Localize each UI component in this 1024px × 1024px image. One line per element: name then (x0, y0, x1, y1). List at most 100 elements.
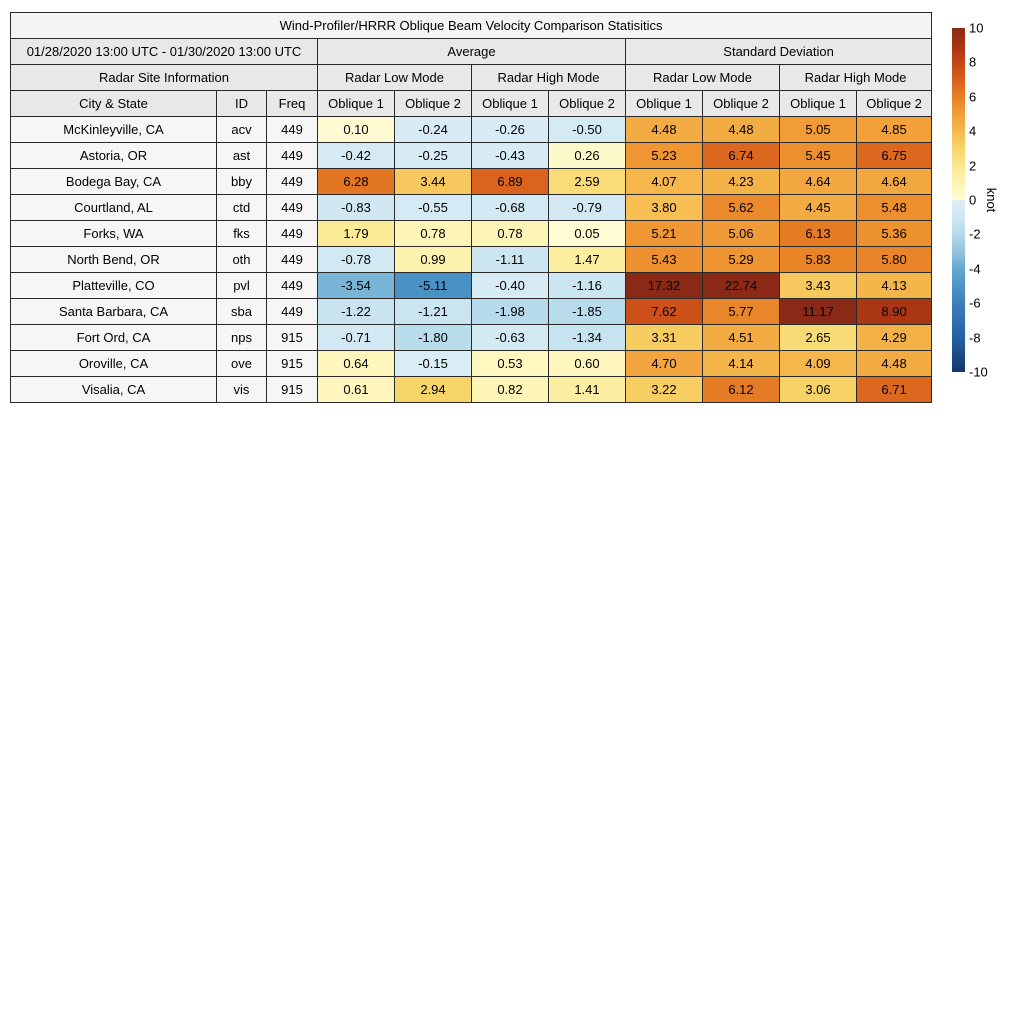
city-cell: Astoria, OR (10, 142, 217, 169)
value-cell: 1.79 (317, 220, 395, 247)
city-cell: McKinleyville, CA (10, 116, 217, 143)
value-cell: 11.17 (779, 298, 857, 325)
value-cell: 5.83 (779, 246, 857, 273)
value-cell: 5.77 (702, 298, 780, 325)
value-cell: 4.23 (702, 168, 780, 195)
value-cell: -1.34 (548, 324, 626, 351)
colorbar-unit-label: knot (984, 187, 999, 213)
value-cell: 6.13 (779, 220, 857, 247)
value-cell: 5.62 (702, 194, 780, 221)
value-cell: -0.63 (471, 324, 549, 351)
value-cell: 3.44 (394, 168, 472, 195)
value-cell: 4.14 (702, 350, 780, 377)
id-cell: oth (216, 246, 267, 273)
value-cell: 3.31 (625, 324, 703, 351)
colorbar-tick-label: 10 (969, 20, 984, 36)
city-cell: Courtland, AL (10, 194, 217, 221)
value-cell: 0.53 (471, 350, 549, 377)
value-cell: 5.29 (702, 246, 780, 273)
value-cell: 4.29 (855, 324, 933, 351)
id-cell: sba (216, 298, 267, 325)
value-cell: -0.15 (394, 350, 472, 377)
value-cell: 8.90 (855, 298, 933, 325)
value-cell: 0.26 (548, 142, 626, 169)
freq-cell: 449 (266, 272, 318, 299)
oblique-header: Oblique 1 (779, 90, 857, 117)
value-cell: 4.85 (855, 116, 933, 143)
value-cell: 4.48 (855, 350, 933, 377)
value-cell: 0.61 (317, 376, 395, 403)
colorbar-tick-label: -4 (969, 261, 981, 277)
table-row: Forks, WA fks 449 1.79 0.78 0.78 0.05 5.21 5.06 6… (10, 220, 933, 247)
colorbar-tick-label: 2 (969, 158, 977, 174)
value-cell: 5.06 (702, 220, 780, 247)
value-cell: 7.62 (625, 298, 703, 325)
table-row: McKinleyville, CA acv 449 0.10 -0.24 -0.26 -0.… (10, 116, 933, 143)
std-high-mode-label: Radar High Mode (778, 64, 933, 91)
avg-low-mode-label: Radar Low Mode (317, 64, 472, 91)
freq-cell: 449 (266, 168, 318, 195)
value-cell: -0.68 (471, 194, 549, 221)
value-cell: 6.75 (855, 142, 933, 169)
colorbar-tick-label: -6 (969, 295, 981, 311)
value-cell: -0.50 (548, 116, 626, 143)
value-cell: 0.05 (548, 220, 626, 247)
group-header-row: 01/28/2020 13:00 UTC - 01/30/2020 13:00 … (10, 38, 933, 65)
city-cell: Santa Barbara, CA (10, 298, 217, 325)
column-header-row: City & State ID Freq Oblique 1 Oblique 2… (10, 90, 933, 117)
value-cell: -0.42 (317, 142, 395, 169)
colorbar-tick-label: -8 (969, 330, 981, 346)
id-cell: nps (216, 324, 267, 351)
id-cell: acv (216, 116, 267, 143)
table-row: Santa Barbara, CA sba 449 -1.22 -1.21 -1.98 -1… (10, 298, 933, 325)
oblique-header: Oblique 2 (855, 90, 933, 117)
freq-cell: 915 (266, 324, 318, 351)
city-cell: Forks, WA (10, 220, 217, 247)
value-cell: -0.71 (317, 324, 395, 351)
freq-cell: 449 (266, 142, 318, 169)
stddev-group-label: Standard Deviation (624, 38, 933, 65)
value-cell: 0.99 (394, 246, 472, 273)
value-cell: 6.71 (855, 376, 933, 403)
id-cell: bby (216, 168, 267, 195)
freq-cell: 449 (266, 194, 318, 221)
colorbar-gradient (952, 28, 965, 372)
value-cell: 0.60 (548, 350, 626, 377)
freq-cell: 449 (266, 116, 318, 143)
value-cell: 3.80 (625, 194, 703, 221)
value-cell: 2.94 (394, 376, 472, 403)
value-cell: 5.80 (855, 246, 933, 273)
value-cell: -1.11 (471, 246, 549, 273)
city-cell: North Bend, OR (10, 246, 217, 273)
value-cell: -0.25 (394, 142, 472, 169)
value-cell: 4.48 (702, 116, 780, 143)
mode-header-row: Radar Site Information Radar Low Mode Ra… (10, 64, 933, 91)
value-cell: 4.45 (779, 194, 857, 221)
value-cell: -1.80 (394, 324, 472, 351)
value-cell: 5.05 (779, 116, 857, 143)
value-cell: 0.78 (471, 220, 549, 247)
value-cell: -3.54 (317, 272, 395, 299)
value-cell: 0.10 (317, 116, 395, 143)
value-cell: -0.43 (471, 142, 549, 169)
colorbar-tick-label: 0 (969, 192, 977, 208)
value-cell: 3.22 (625, 376, 703, 403)
value-cell: 6.74 (702, 142, 780, 169)
id-header: ID (216, 90, 267, 117)
value-cell: 2.65 (779, 324, 857, 351)
value-cell: -1.21 (394, 298, 472, 325)
city-cell: Visalia, CA (10, 376, 217, 403)
value-cell: -1.22 (317, 298, 395, 325)
id-cell: vis (216, 376, 267, 403)
colorbar-tick-label: 4 (969, 123, 977, 139)
value-cell: 4.51 (702, 324, 780, 351)
value-cell: 0.78 (394, 220, 472, 247)
value-cell: 6.89 (471, 168, 549, 195)
value-cell: 1.41 (548, 376, 626, 403)
value-cell: 5.43 (625, 246, 703, 273)
value-cell: -0.24 (394, 116, 472, 143)
freq-cell: 449 (266, 220, 318, 247)
value-cell: -1.98 (471, 298, 549, 325)
oblique-header: Oblique 1 (625, 90, 703, 117)
